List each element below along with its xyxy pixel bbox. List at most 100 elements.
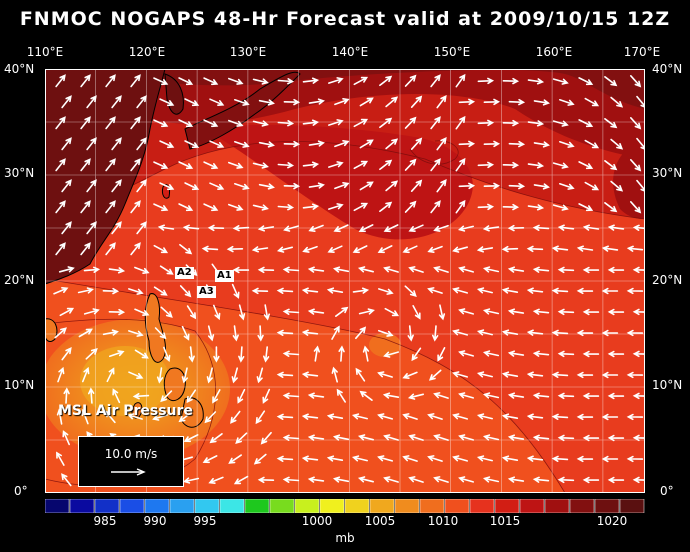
wind-arrow-icon xyxy=(408,434,424,441)
wind-arrow-icon xyxy=(379,117,393,129)
wind-arrow-icon xyxy=(276,371,294,378)
wind-arrow-icon xyxy=(377,413,393,420)
wind-arrow-icon xyxy=(208,476,224,484)
wind-arrow-icon xyxy=(53,287,69,295)
station-label: A2 xyxy=(175,267,194,279)
wind-arrow-icon xyxy=(430,158,441,172)
wind-arrow-icon xyxy=(181,367,188,384)
wind-arrow-icon xyxy=(532,392,550,399)
wind-arrow-icon xyxy=(202,455,218,464)
colorbar-swatch xyxy=(419,499,445,513)
wind-arrow-icon xyxy=(383,476,399,483)
wind-arrow-icon xyxy=(338,345,345,362)
colorbar-label: 1010 xyxy=(427,514,459,528)
colorbar-label: 995 xyxy=(193,514,217,528)
wind-arrow-icon xyxy=(184,140,200,149)
wind-arrow-icon xyxy=(557,308,575,316)
lon-label-top: 160°E xyxy=(535,45,573,59)
wind-arrow-icon xyxy=(551,329,569,336)
wind-arrow-icon xyxy=(136,95,147,109)
wind-arrow-icon xyxy=(154,327,167,340)
wind-arrow-icon xyxy=(105,242,116,256)
wind-arrow-icon xyxy=(452,413,468,420)
wind-arrow-icon xyxy=(458,308,474,315)
wind-arrow-icon xyxy=(353,118,369,128)
wind-arrow-icon xyxy=(157,224,175,231)
wind-arrow-icon xyxy=(427,287,443,294)
wind-arrow-icon xyxy=(326,287,344,294)
lat-label-left: 0° xyxy=(14,484,28,498)
wind-arrow-icon xyxy=(604,202,618,213)
wind-arrow-icon xyxy=(136,179,147,193)
wind-arrow-icon xyxy=(104,410,116,424)
wind-arrow-icon xyxy=(402,413,418,420)
wind-arrow-icon xyxy=(626,287,644,295)
wind-arrow-icon xyxy=(307,392,325,399)
wind-arrow-icon xyxy=(412,305,421,320)
wind-arrow-icon xyxy=(355,326,367,340)
wind-arrow-icon xyxy=(630,159,642,172)
wind-arrow-icon xyxy=(477,161,495,169)
colorbar-swatch xyxy=(219,499,245,513)
wind-arrow-icon xyxy=(283,140,301,148)
wind-arrow-icon xyxy=(302,119,320,126)
wind-arrow-icon xyxy=(584,181,600,191)
wind-arrow-icon xyxy=(355,367,366,382)
wind-arrow-icon xyxy=(277,204,295,211)
wind-arrow-icon xyxy=(80,116,91,130)
colorbar-swatch xyxy=(69,499,95,513)
wind-arrow-icon xyxy=(80,158,91,172)
wind-arrow-icon xyxy=(301,329,319,336)
wind-arrow-icon xyxy=(410,95,423,108)
wind-arrow-icon xyxy=(153,244,169,254)
wind-arrow-icon xyxy=(85,348,98,360)
colorbar-swatch xyxy=(544,499,570,513)
wind-arrow-icon xyxy=(610,180,624,192)
wind-arrow-icon xyxy=(105,74,116,88)
pressure-colorbar xyxy=(45,499,645,513)
wind-arrow-icon xyxy=(302,203,320,210)
wind-arrow-icon xyxy=(452,287,468,294)
wind-arrow-icon xyxy=(178,119,194,128)
wind-arrow-icon xyxy=(353,160,369,170)
wind-arrow-icon xyxy=(209,140,225,148)
wind-arrow-icon xyxy=(256,367,264,384)
wind-arrow-icon xyxy=(302,77,320,84)
wind-arrow-icon xyxy=(283,182,301,190)
wind-arrow-icon xyxy=(552,204,569,211)
wind-arrow-icon xyxy=(203,119,219,128)
colorbar-swatch xyxy=(119,499,145,513)
wind-arrow-icon xyxy=(607,308,625,316)
wind-arrow-icon xyxy=(308,98,325,105)
wind-arrow-icon xyxy=(607,266,625,274)
wind-arrow-icon xyxy=(632,266,645,274)
lat-label-right: 10°N xyxy=(652,378,683,392)
wind-arrow-icon xyxy=(204,411,217,424)
wind-arrow-icon xyxy=(130,116,141,130)
wind-arrow-icon xyxy=(128,330,144,337)
wind-arrow-icon xyxy=(601,287,619,295)
wind-arrow-icon xyxy=(328,77,344,84)
wind-arrow-icon xyxy=(582,476,600,484)
wind-arrow-icon xyxy=(452,455,468,462)
wind-arrow-icon xyxy=(404,285,417,297)
lat-label-left: 30°N xyxy=(4,166,35,180)
wind-arrow-icon xyxy=(433,434,449,441)
wind-arrow-icon xyxy=(455,157,466,172)
wind-arrow-icon xyxy=(458,434,474,441)
wind-arrow-icon xyxy=(410,179,423,192)
wind-arrow-icon xyxy=(231,283,240,299)
wind-arrow-icon xyxy=(334,182,350,190)
wind-arrow-icon xyxy=(134,349,149,359)
colorbar-swatch xyxy=(194,499,220,513)
wind-arrow-icon xyxy=(408,266,424,273)
wind-arrow-icon xyxy=(307,434,325,441)
wind-arrow-icon xyxy=(533,141,550,148)
wind-arrow-icon xyxy=(357,476,374,483)
wind-arrow-icon xyxy=(331,325,340,340)
wind-arrow-icon xyxy=(476,371,493,378)
wind-arrow-icon xyxy=(58,266,75,273)
wind-arrow-icon xyxy=(55,116,66,130)
wind-arrow-icon xyxy=(601,371,619,379)
wind-arrow-icon xyxy=(263,346,270,363)
